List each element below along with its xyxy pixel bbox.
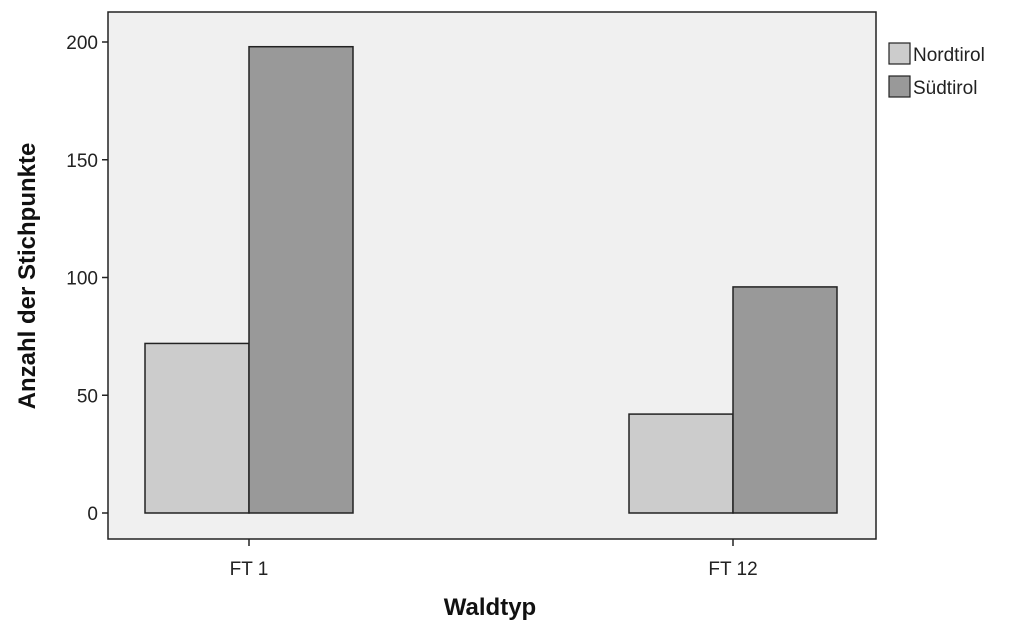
legend-swatch-nordtirol [888,42,911,65]
x-axis: FT 1 FT 12 [230,539,758,580]
y-tick-label: 150 [66,151,98,172]
bar-südtirol-ft1 [248,45,354,514]
legend-label-südtirol: Südtirol [913,78,977,99]
y-axis-title: Anzahl der Stichpunkte [14,143,41,410]
y-tick-label: 50 [77,386,98,407]
y-tick-label: 100 [66,269,98,290]
y-tick-label: 200 [66,33,98,54]
bar-nordtirol-ft12 [628,413,734,514]
legend: Nordtirol Südtirol [888,42,985,99]
bar-südtirol-ft12 [732,286,838,514]
bar-nordtirol-ft1 [144,342,250,514]
bars-layer [144,45,838,514]
y-axis: 0 50 100 150 200 [66,33,108,525]
x-tick-label: FT 1 [230,559,269,580]
legend-swatch-südtirol [888,75,911,98]
x-tick-label: FT 12 [708,559,757,580]
legend-label-nordtirol: Nordtirol [913,45,985,66]
x-axis-title: Waldtyp [444,594,536,621]
y-tick-label: 0 [87,504,98,525]
